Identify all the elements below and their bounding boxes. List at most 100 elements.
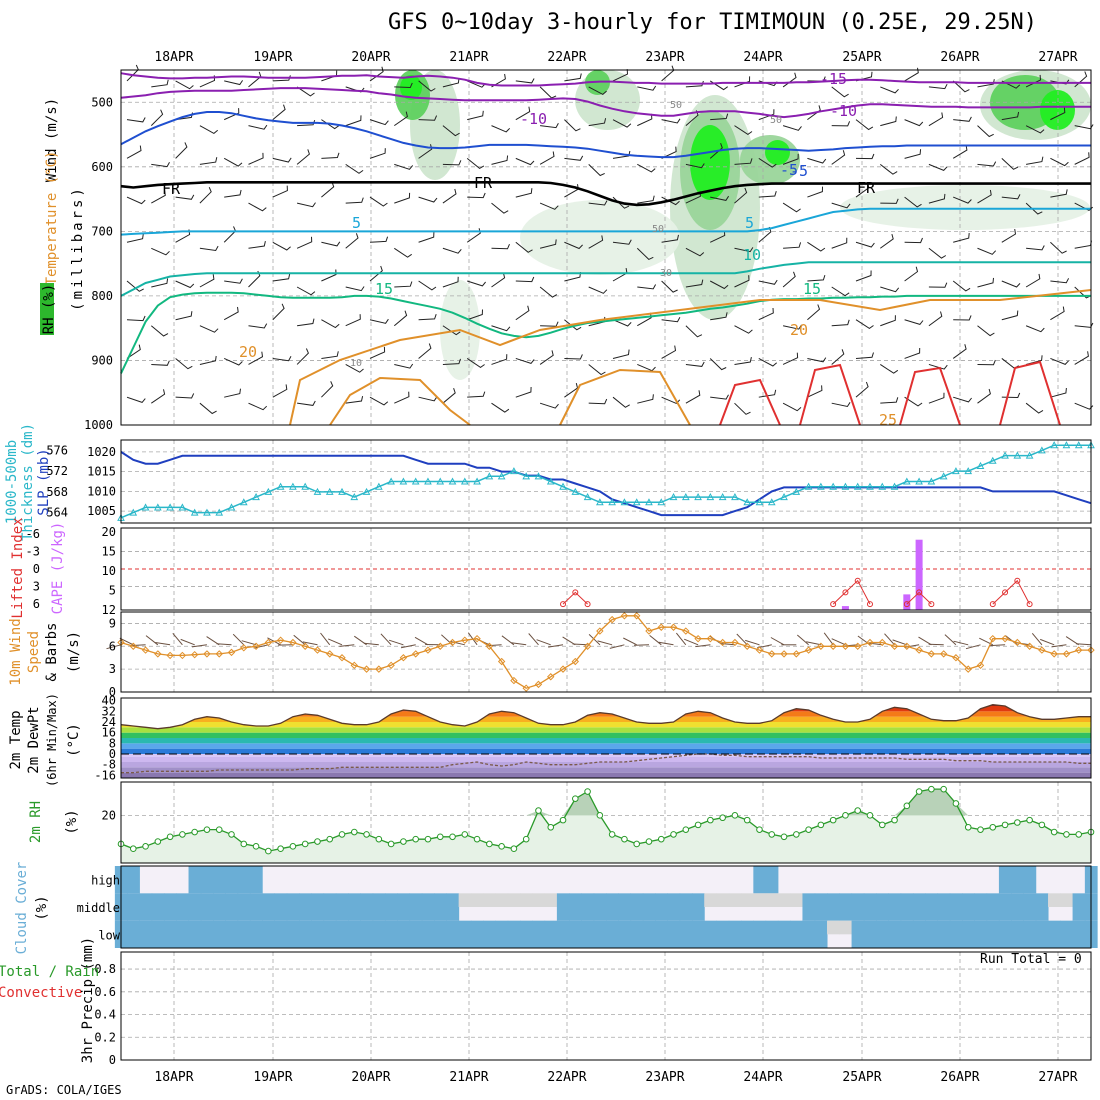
cloud-cell [200, 866, 214, 894]
wind-barb [758, 358, 778, 367]
temperature-band [121, 762, 1091, 768]
wind-barb [879, 163, 898, 175]
cloud-cell [691, 920, 705, 948]
wind-barb [175, 80, 194, 90]
thickness-point [964, 467, 973, 475]
cloud-cell [986, 920, 1000, 948]
cloud-cell [704, 893, 718, 907]
wind-barb [418, 343, 432, 359]
cloud-cell [1023, 920, 1037, 948]
wind-speed-point [375, 665, 383, 673]
thickness-tick-label: 564 [46, 506, 68, 520]
wind-barb-10m [339, 644, 355, 647]
wind-barb [151, 247, 170, 256]
wind-barb [637, 363, 656, 372]
li-tick-label: -3 [26, 544, 40, 558]
isotherm-20 [559, 368, 691, 426]
thickness-axis-label: 1000-500mb [4, 440, 20, 524]
wind-barb [831, 402, 851, 408]
thickness-point [681, 493, 690, 501]
wind-barb-10m [180, 638, 195, 646]
wind-speed-point [240, 644, 248, 652]
rh-point [596, 812, 604, 819]
wind-barb [248, 240, 266, 249]
rh-shading-blob [840, 185, 1090, 230]
wind-barb [564, 354, 583, 360]
wind-speed-point [559, 665, 567, 673]
wind-barb [904, 119, 924, 127]
wind-barb [758, 191, 777, 198]
wind-barb [588, 286, 608, 294]
wind-barb [467, 110, 484, 121]
wind-barb-10m [501, 635, 515, 646]
wind-speed-point [571, 657, 580, 666]
wind-tick-label: 0 [109, 685, 116, 699]
wind-speed-point [1001, 634, 1009, 643]
rh-point [977, 826, 984, 833]
temperature-tick-label: 24 [102, 715, 116, 729]
precip-panel-frame [120, 951, 1092, 1061]
wind-barb [224, 189, 242, 198]
cloud-cell [200, 920, 214, 948]
cloud-cell [998, 920, 1012, 948]
wind-barb-10m [548, 644, 564, 648]
thickness-point [411, 477, 420, 485]
rh-point [572, 795, 579, 802]
wind-barb [952, 344, 967, 359]
cloud-cell [188, 866, 202, 894]
thickness-point [559, 482, 567, 490]
wind-speed-point [510, 676, 518, 685]
wind-barb-10m [293, 634, 306, 646]
cloud-cell [397, 893, 411, 921]
wind-barb [612, 119, 632, 128]
thickness-point [387, 477, 395, 485]
cloud-cell [802, 893, 816, 921]
wind-barb [831, 121, 851, 127]
rh-point [793, 831, 800, 838]
rh-point [129, 845, 137, 853]
cloud-panel-frame [120, 865, 1092, 949]
rh-panel: 20 2m RH (%) [28, 781, 1095, 864]
thickness-point [473, 477, 481, 485]
wind-barb [855, 153, 875, 160]
cloud-cell [323, 920, 337, 948]
wind-barb [904, 196, 922, 208]
rh-point [547, 823, 555, 831]
wind-speed-point [768, 650, 776, 658]
date-label-top: 22APR [547, 50, 586, 65]
wind-barb [126, 396, 146, 403]
thickness-point [988, 456, 997, 464]
wind-barb [564, 119, 581, 132]
rh-contour-label: 30 [660, 268, 672, 279]
wind-barb [685, 163, 705, 169]
wind-barb-10m [536, 639, 551, 646]
rh-shading-blob [1040, 90, 1075, 130]
wind-barb [782, 153, 799, 165]
wind-barb [296, 149, 310, 165]
wind-barb [223, 357, 243, 366]
rh-point [228, 831, 235, 838]
cloud-cell [213, 920, 226, 948]
wind-barb [199, 125, 219, 135]
slp-panel-frame [120, 439, 1092, 524]
wind-speed-point [976, 661, 985, 670]
wind-barb [855, 270, 872, 282]
thickness-point [276, 482, 285, 490]
cloud-unit-label: (%) [34, 895, 50, 920]
lifted-index-point [560, 601, 567, 608]
wind-barb [321, 351, 339, 359]
wind-barb [710, 312, 728, 321]
wind-barb [345, 314, 361, 327]
rh-point [964, 823, 972, 831]
wind-barb [564, 241, 583, 250]
wind-barb [394, 111, 408, 127]
wind-barb [491, 272, 506, 288]
wind-speed-point [190, 650, 199, 659]
li-tick-label: 6 [33, 597, 40, 611]
date-label-top: 21APR [449, 50, 488, 65]
thickness-point [620, 498, 629, 506]
wind-speed-point [964, 665, 972, 673]
wind-barb [175, 194, 195, 200]
thickness-point [841, 482, 850, 490]
cloud-cell [544, 893, 558, 907]
